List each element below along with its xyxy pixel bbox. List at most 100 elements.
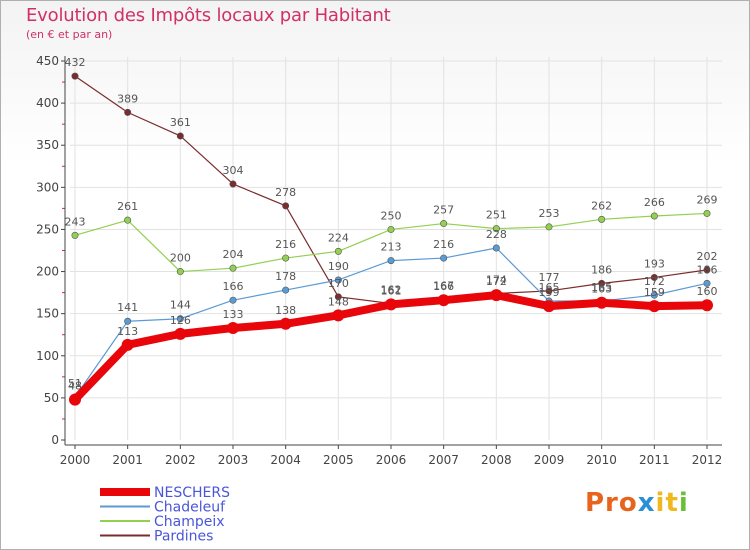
data-label-chadeleuf: 166 bbox=[223, 280, 244, 293]
data-point-neschers bbox=[595, 296, 608, 309]
data-label-neschers: 138 bbox=[275, 304, 296, 317]
data-label-champeix: 257 bbox=[433, 204, 454, 217]
data-label-chadeleuf: 141 bbox=[117, 301, 138, 314]
data-label-champeix: 261 bbox=[117, 200, 138, 213]
data-label-champeix: 243 bbox=[65, 215, 86, 228]
x-tick-label: 2000 bbox=[60, 453, 91, 467]
data-label-chadeleuf: 144 bbox=[170, 299, 191, 312]
data-label-champeix: 216 bbox=[275, 238, 296, 251]
logo-part-4: i bbox=[678, 488, 689, 518]
data-point-neschers bbox=[121, 338, 134, 351]
data-label-champeix: 204 bbox=[223, 248, 244, 261]
x-tick-label: 2003 bbox=[218, 453, 249, 467]
data-label-chadeleuf: 186 bbox=[697, 263, 718, 276]
data-point-chadeleuf bbox=[440, 254, 448, 262]
data-point-pardines bbox=[334, 293, 342, 301]
data-label-pardines: 202 bbox=[697, 250, 718, 263]
data-point-chadeleuf bbox=[176, 315, 184, 323]
data-label-neschers: 159 bbox=[644, 286, 665, 299]
data-label-champeix: 224 bbox=[328, 231, 349, 244]
data-label-champeix: 251 bbox=[486, 209, 507, 222]
data-label-chadeleuf: 172 bbox=[644, 275, 665, 288]
y-tick-label: 400 bbox=[36, 96, 59, 110]
data-label-neschers: 161 bbox=[381, 284, 402, 297]
y-tick-label: 100 bbox=[36, 349, 59, 363]
data-label-neschers: 160 bbox=[697, 285, 718, 298]
data-label-pardines: 304 bbox=[223, 164, 244, 177]
data-point-chadeleuf bbox=[492, 244, 500, 252]
data-point-champeix bbox=[598, 215, 606, 223]
x-tick-label: 2009 bbox=[534, 453, 565, 467]
data-point-pardines bbox=[598, 279, 606, 287]
data-label-pardines: 278 bbox=[275, 186, 296, 199]
data-point-chadeleuf bbox=[650, 291, 658, 299]
data-point-champeix bbox=[334, 247, 342, 255]
data-point-chadeleuf bbox=[229, 296, 237, 304]
data-point-pardines bbox=[229, 180, 237, 188]
data-label-champeix: 200 bbox=[170, 252, 191, 265]
legend-label-neschers: NESCHERS bbox=[154, 485, 230, 501]
data-point-chadeleuf bbox=[334, 276, 342, 284]
data-point-pardines bbox=[124, 108, 132, 116]
x-tick-label: 2004 bbox=[270, 453, 301, 467]
data-point-neschers bbox=[648, 300, 661, 313]
data-label-pardines: 177 bbox=[539, 271, 560, 284]
data-point-champeix bbox=[229, 264, 237, 272]
data-label-chadeleuf: 190 bbox=[328, 260, 349, 273]
x-tick-label: 2005 bbox=[323, 453, 354, 467]
data-label-neschers: 113 bbox=[117, 325, 138, 338]
data-label-pardines: 167 bbox=[433, 279, 454, 292]
chart-title: Evolution des Impôts locaux par Habitant bbox=[26, 5, 391, 26]
y-tick-label: 450 bbox=[36, 54, 59, 68]
data-point-pardines bbox=[545, 287, 553, 295]
data-label-champeix: 262 bbox=[591, 199, 612, 212]
data-point-pardines bbox=[650, 273, 658, 281]
x-tick-label: 2006 bbox=[376, 453, 407, 467]
data-point-neschers bbox=[543, 300, 555, 313]
x-tick-label: 2011 bbox=[639, 453, 670, 467]
y-tick-label: 250 bbox=[36, 222, 59, 236]
data-label-pardines: 174 bbox=[486, 273, 507, 286]
data-label-neschers: 48 bbox=[68, 380, 82, 393]
data-label-chadeleuf: 165 bbox=[591, 281, 612, 294]
data-label-pardines: 361 bbox=[170, 116, 191, 129]
data-point-champeix bbox=[440, 220, 448, 228]
data-label-champeix: 253 bbox=[539, 207, 560, 220]
data-label-chadeleuf: 178 bbox=[275, 270, 296, 283]
logo-part-1: Pro bbox=[585, 488, 638, 518]
y-tick-label: 200 bbox=[36, 265, 59, 279]
data-label-neschers: 133 bbox=[223, 308, 244, 321]
data-point-neschers bbox=[332, 309, 345, 322]
data-label-pardines: 193 bbox=[644, 257, 665, 270]
data-point-neschers bbox=[701, 299, 713, 312]
data-label-pardines: 432 bbox=[65, 56, 86, 69]
data-point-champeix bbox=[176, 268, 184, 276]
proxiti-logo: Proxiti bbox=[585, 488, 689, 518]
data-point-champeix bbox=[545, 223, 553, 231]
x-tick-label: 2008 bbox=[481, 453, 512, 467]
data-label-pardines: 186 bbox=[591, 263, 612, 276]
data-point-chadeleuf bbox=[124, 317, 132, 325]
data-point-pardines bbox=[703, 266, 711, 274]
data-label-neschers: 172 bbox=[486, 275, 507, 288]
logo-part-3: it bbox=[655, 488, 679, 518]
data-point-chadeleuf bbox=[387, 257, 395, 265]
data-label-neschers: 148 bbox=[328, 295, 349, 308]
data-point-neschers bbox=[385, 298, 397, 311]
data-label-pardines: 162 bbox=[381, 284, 402, 297]
x-tick-label: 2001 bbox=[112, 453, 143, 467]
data-point-chadeleuf bbox=[703, 279, 711, 287]
x-tick-label: 2012 bbox=[692, 453, 723, 467]
data-point-neschers bbox=[279, 317, 292, 330]
y-tick-label: 50 bbox=[44, 391, 59, 405]
data-label-neschers: 159 bbox=[539, 286, 560, 299]
legend-label-champeix: Champeix bbox=[154, 514, 225, 530]
data-point-neschers bbox=[490, 289, 503, 302]
data-point-pardines bbox=[282, 202, 290, 210]
x-tick-label: 2002 bbox=[165, 453, 196, 467]
data-point-neschers bbox=[174, 327, 187, 340]
logo-part-2: x bbox=[637, 488, 656, 518]
chart-subtitle: (en € et par an) bbox=[26, 28, 113, 41]
